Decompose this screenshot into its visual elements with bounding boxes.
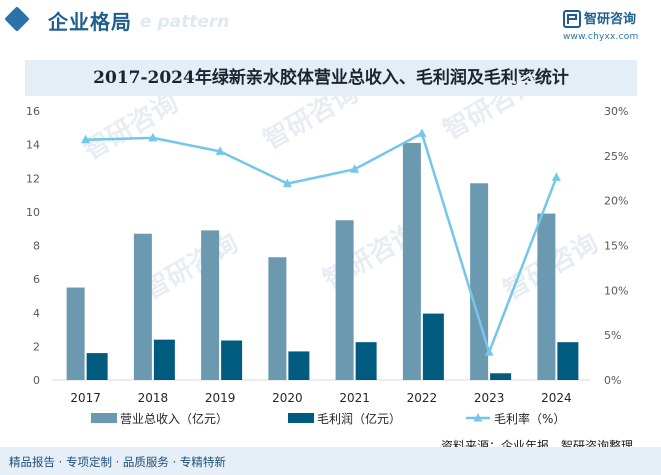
gross-profit-bar <box>86 353 108 380</box>
footer-bar: 精品报告 · 专项定制 · 品质服务 · 专精特新 <box>0 447 661 475</box>
header-watermark: e pattern <box>140 12 230 32</box>
y-left-tick-label: 8 <box>33 240 40 253</box>
x-tick-label: 2019 <box>205 391 236 405</box>
y-left-tick-label: 12 <box>26 172 40 185</box>
revenue-bar <box>268 257 287 380</box>
legend-profit-label: 毛利润（亿元） <box>317 411 401 426</box>
revenue-bar <box>335 220 354 380</box>
gross-profit-bar <box>153 339 175 380</box>
x-tick-label: 2017 <box>70 391 101 405</box>
y-right-tick-label: 15% <box>604 240 628 253</box>
gross-margin-line <box>85 132 558 354</box>
x-tick-label: 2021 <box>339 391 370 405</box>
gross-profit-bar <box>355 342 377 380</box>
chart-title: 2017-2024年绿新亲水胶体营业总收入、毛利润及毛利率统计 <box>93 68 569 88</box>
gross-profit-bar <box>221 340 243 380</box>
revenue-bar <box>537 213 556 380</box>
page-header: 企业格局 e pattern 智研咨询 www.chyxx.com <box>0 0 661 44</box>
y-left-tick-label: 6 <box>33 273 40 286</box>
footer-tagline: 精品报告 · 专项定制 · 品质服务 · 专精特新 <box>9 455 226 469</box>
watermark-text: 智研咨询 <box>438 67 544 146</box>
watermark-text: 智研咨询 <box>138 227 244 306</box>
y-left-tick-label: 10 <box>26 206 40 219</box>
y-right-tick-label: 0% <box>604 374 621 387</box>
y-left-tick-label: 14 <box>26 139 40 152</box>
gross-profit-bar <box>490 373 512 380</box>
gross-margin-point <box>417 128 427 137</box>
brand-url: www.chyxx.com <box>563 32 639 42</box>
gross-margin-point <box>215 146 225 155</box>
legend-margin-label: 毛利率（%） <box>494 411 565 426</box>
y-left-tick-label: 0 <box>33 374 40 387</box>
gross-margin-point <box>551 172 561 181</box>
y-right-tick-label: 10% <box>604 284 628 297</box>
gross-profit-bar <box>422 313 444 380</box>
y-left-tick-label: 4 <box>33 307 40 320</box>
x-tick-label: 2023 <box>474 391 505 405</box>
y-right-tick-label: 20% <box>604 195 628 208</box>
revenue-bar <box>133 233 152 380</box>
revenue-bar <box>470 183 489 380</box>
watermark-text: 智研咨询 <box>78 87 184 166</box>
revenue-bar <box>201 230 220 380</box>
watermark-text: 智研咨询 <box>258 77 364 156</box>
y-right-tick-label: 5% <box>604 329 621 342</box>
revenue-bar <box>66 287 85 380</box>
brand-logo-icon <box>563 10 581 28</box>
gross-margin-point <box>81 134 91 144</box>
gross-margin-point <box>484 347 494 356</box>
page-title: 企业格局 <box>48 10 132 34</box>
gross-margin-point <box>350 164 360 173</box>
legend-revenue-label: 营业总收入（亿元） <box>120 411 228 426</box>
brand-name: 智研咨询 <box>584 12 637 27</box>
gross-margin-point <box>282 178 292 188</box>
gross-profit-bar <box>557 342 579 380</box>
brand-logo: 智研咨询 www.chyxx.com <box>563 8 657 42</box>
legend-profit-swatch <box>288 413 314 423</box>
legend-revenue-swatch <box>91 413 117 423</box>
y-left-tick-label: 2 <box>33 340 40 353</box>
y-right-tick-label: 30% <box>604 105 628 118</box>
x-tick-label: 2020 <box>272 391 303 405</box>
gross-margin-point <box>148 132 158 142</box>
chart-title-band <box>25 60 637 96</box>
revenue-bar <box>402 142 421 380</box>
x-tick-label: 2018 <box>138 391 169 405</box>
x-tick-label: 2024 <box>541 391 572 405</box>
x-tick-label: 2022 <box>407 391 438 405</box>
y-left-tick-label: 16 <box>26 105 40 118</box>
y-right-tick-label: 25% <box>604 150 628 163</box>
legend-margin-marker <box>473 413 483 422</box>
gross-profit-bar <box>288 351 310 380</box>
